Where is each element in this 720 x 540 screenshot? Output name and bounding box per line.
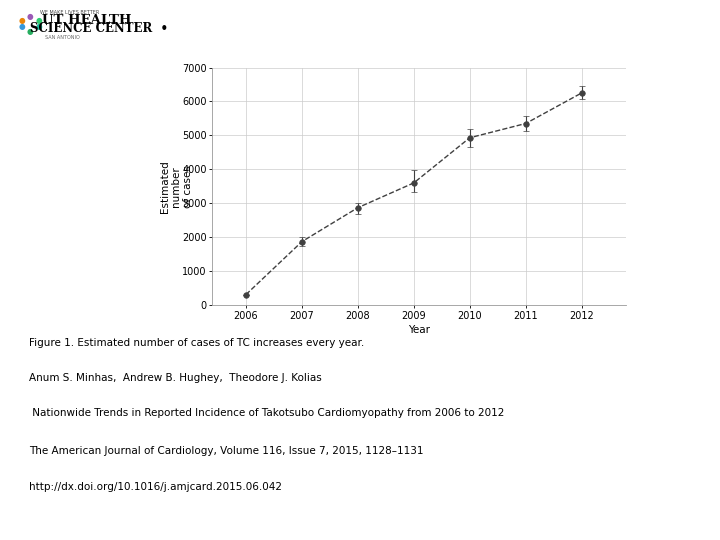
Text: ●: ● bbox=[35, 16, 42, 25]
Text: http://dx.doi.org/10.1016/j.amjcard.2015.06.042: http://dx.doi.org/10.1016/j.amjcard.2015… bbox=[29, 482, 282, 492]
Text: Figure 1. Estimated number of cases of TC increases every year.: Figure 1. Estimated number of cases of T… bbox=[29, 338, 364, 348]
Text: ●: ● bbox=[27, 12, 34, 21]
Text: ●: ● bbox=[18, 23, 25, 31]
Text: SAN ANTONIO: SAN ANTONIO bbox=[45, 35, 79, 40]
Text: Estimated
number
of cases: Estimated number of cases bbox=[160, 160, 193, 213]
Text: The American Journal of Cardiology, Volume 116, Issue 7, 2015, 1128–1131: The American Journal of Cardiology, Volu… bbox=[29, 446, 423, 456]
Text: WE MAKE LIVES BETTER: WE MAKE LIVES BETTER bbox=[40, 10, 99, 15]
Text: SCIENCE CENTER  •: SCIENCE CENTER • bbox=[30, 22, 168, 35]
Text: UT HEALTH: UT HEALTH bbox=[42, 14, 131, 27]
Text: ●: ● bbox=[35, 23, 42, 31]
Text: ●: ● bbox=[27, 27, 34, 36]
Text: Anum S. Minhas,  Andrew B. Hughey,  Theodore J. Kolias: Anum S. Minhas, Andrew B. Hughey, Theodo… bbox=[29, 373, 322, 383]
Text: ●: ● bbox=[18, 16, 25, 25]
X-axis label: Year: Year bbox=[408, 325, 431, 335]
Text: Nationwide Trends in Reported Incidence of Takotsubo Cardiomyopathy from 2006 to: Nationwide Trends in Reported Incidence … bbox=[29, 408, 504, 418]
